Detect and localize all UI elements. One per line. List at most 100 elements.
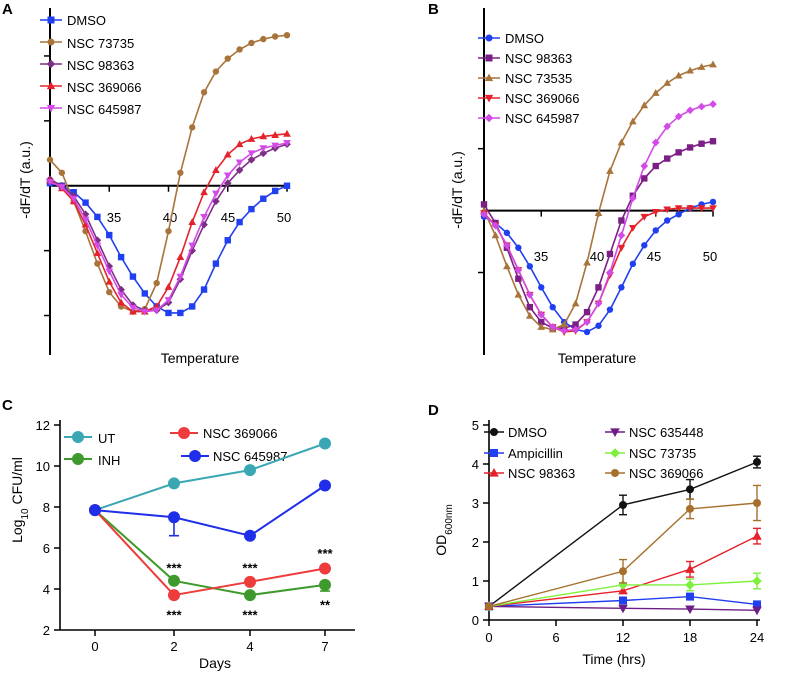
chart-b-data-point	[583, 308, 591, 316]
chart-c-ytick-label: 12	[36, 418, 50, 433]
chart-a-data-point	[93, 249, 102, 257]
chart-a-legend-marker	[47, 38, 55, 46]
chart-d-data-point	[753, 600, 761, 609]
chart-d-legend: DMSO Ampicillin NSC 98363 NSC 635448 NSC…	[508, 425, 703, 481]
chart-b-data-point	[651, 138, 660, 147]
chart-a-data-point	[58, 169, 66, 176]
chart-a-data-point	[271, 33, 279, 40]
chart-c-series-line	[94, 442, 326, 512]
chart-b-data-point	[674, 71, 683, 79]
chart-a-data-point	[188, 218, 197, 225]
chart-b-data-point	[663, 79, 672, 86]
chart-b-data-point	[686, 106, 694, 115]
chart-a-data-point	[247, 155, 256, 164]
chart-a-data-point	[177, 169, 184, 176]
chart-a-data-point	[260, 35, 267, 43]
chart-a-data-point	[46, 178, 54, 186]
chart-b-data-point	[538, 284, 545, 291]
chart-b-data-point	[641, 175, 648, 182]
chart-b-data-point	[674, 205, 683, 213]
chart-b-legend-marker	[484, 73, 494, 82]
chart-a-data-point	[283, 31, 291, 39]
chart-a-data-point	[260, 195, 267, 202]
chart-a-data-point	[283, 129, 291, 137]
chart-b-data-point	[617, 244, 626, 252]
chart-b-data-point	[594, 299, 603, 308]
chart-d-data-point	[485, 602, 493, 611]
chart-a-data-point	[200, 188, 208, 196]
chart-d-ytick-label: 3	[472, 496, 479, 511]
chart-b-data-point	[664, 155, 671, 162]
chart-b-data-point	[697, 205, 706, 213]
chart-b-data-point	[709, 100, 717, 108]
chart-b-data-point	[675, 211, 682, 218]
chart-b-data-point	[674, 112, 683, 121]
chart-c-xlabel: Days	[199, 655, 231, 671]
chart-a-data-point	[164, 297, 173, 304]
chart-d-data-point	[753, 458, 761, 467]
chart-a-data-point	[248, 39, 255, 47]
chart-b-data-point	[537, 310, 546, 319]
chart-b-data-point	[686, 205, 694, 213]
chart-c-series-line	[94, 509, 326, 597]
chart-a-data-point	[212, 260, 220, 267]
chart-d-legend-marker	[610, 448, 620, 458]
chart-a-data-point	[247, 135, 256, 142]
chart-b-data-point	[560, 326, 568, 335]
chart-a-data-point	[105, 277, 114, 285]
chart-a-data-point	[236, 46, 243, 53]
chart-b-data-point	[595, 284, 602, 291]
chart-c-data-point	[319, 562, 331, 575]
chart-b-data-point	[618, 284, 625, 291]
chart-a-legend: DMSO NSC 73735 NSC 98363 NSC 369066 NSC …	[67, 13, 141, 117]
chart-a-data-point	[94, 213, 101, 221]
chart-a-data-point	[69, 195, 78, 203]
chart-a-data-point	[129, 304, 137, 312]
chart-a-data-point	[189, 124, 196, 131]
chart-b-xlabel: Temperature	[558, 350, 637, 366]
chart-a-data-point	[212, 197, 220, 206]
chart-a-legend-marker	[46, 59, 56, 69]
chart-d-data-point	[752, 531, 762, 540]
chart-b-xtick: 40	[590, 249, 604, 264]
chart-b-data-point	[709, 205, 717, 213]
chart-c-legend-label: NSC 645987	[213, 449, 287, 464]
chart-b-data-point	[560, 320, 568, 328]
chart-d-legend-label: NSC 369066	[629, 466, 703, 481]
chart-c-xtick-label: 2	[170, 639, 177, 654]
panel-label-a: A	[2, 1, 13, 18]
chart-b-data-point	[651, 88, 660, 96]
chart-a-data-point	[223, 172, 232, 180]
chart-c-legend-label: INH	[98, 453, 120, 468]
chart-a-data-point	[165, 227, 172, 235]
chart-b-data-point	[697, 102, 706, 111]
chart-c-series-line	[94, 509, 326, 597]
chart-c-legend-marker	[189, 450, 201, 462]
chart-c-ytick-label: 8	[43, 500, 50, 515]
chart-b-data-point	[491, 231, 500, 239]
chart-a-xtick: 35	[107, 210, 121, 225]
chart-b-data-point	[583, 328, 591, 336]
chart-b-data-point	[641, 242, 648, 249]
chart-b-data-point	[525, 311, 534, 319]
chart-b-data-point	[549, 303, 556, 311]
chart-d-xtick-label: 24	[750, 630, 764, 645]
chart-a-data-point	[117, 291, 125, 299]
chart-c-xtick-label: 4	[246, 639, 253, 654]
chart-d-data-point	[619, 500, 627, 509]
chart-b-data-point	[697, 62, 706, 70]
chart-d-data-point	[618, 604, 628, 614]
chart-c-data-point	[244, 529, 256, 542]
chart-d-series-line	[488, 595, 758, 608]
chart-a-legend-label: DMSO	[67, 13, 106, 28]
chart-d-xtick-label: 12	[616, 630, 630, 645]
chart-a-data-point	[176, 273, 185, 281]
chart-b-legend-marker	[485, 54, 493, 62]
chart-a-data-point	[93, 236, 102, 245]
chart-b-data-point	[538, 318, 545, 326]
chart-d-legend-label: Ampicillin	[508, 446, 563, 461]
chart-b-legend-label: NSC 98363	[505, 51, 572, 66]
chart-b-data-point	[709, 138, 717, 145]
chart-a-data-point	[212, 190, 220, 198]
